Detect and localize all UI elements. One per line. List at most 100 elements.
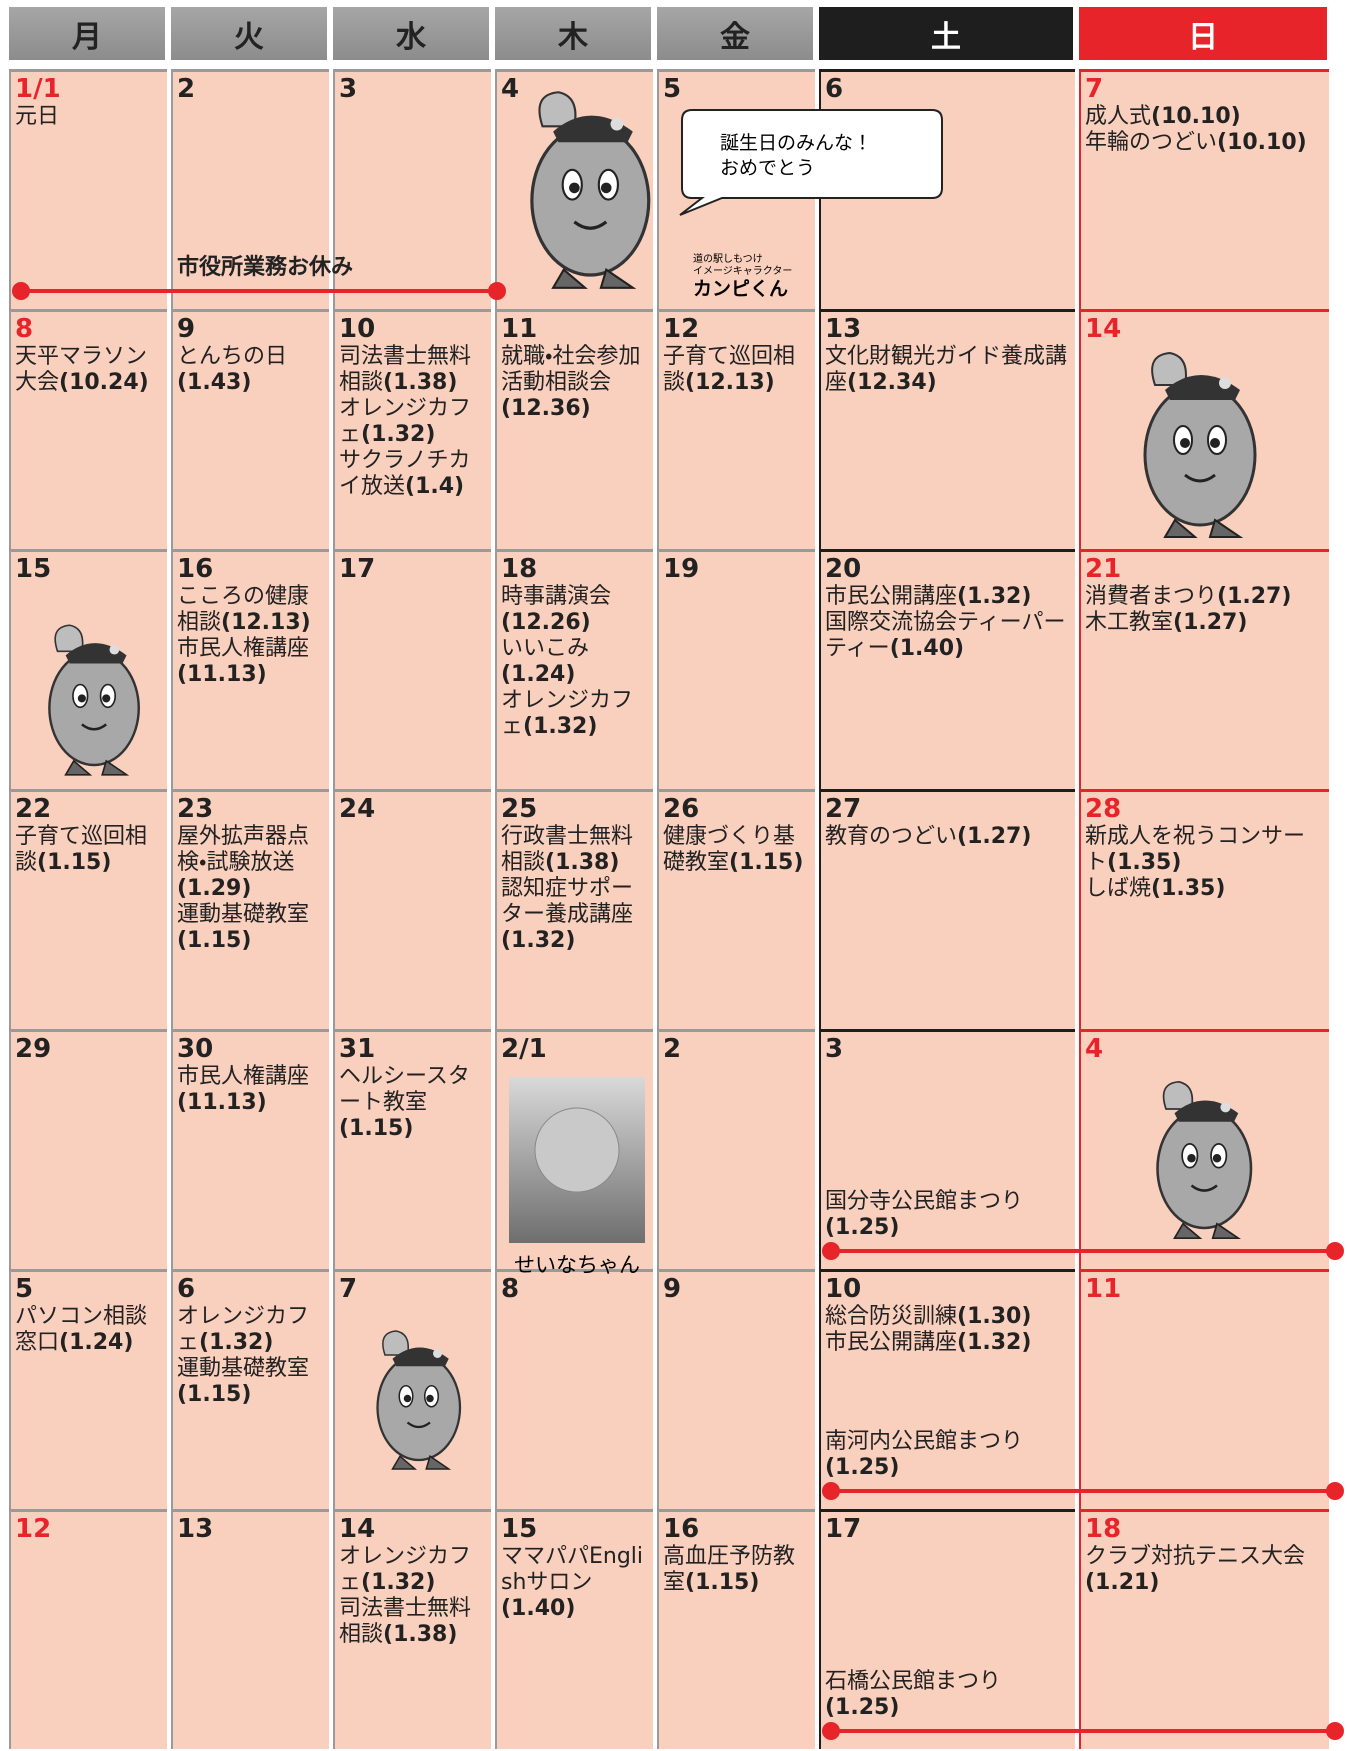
date: 15 (15, 554, 52, 584)
date: 13 (825, 314, 862, 344)
date: 21 (1085, 554, 1122, 584)
event: ママパパEnglishサロン(1.40) (501, 1544, 649, 1622)
event-name: 子育て巡回相談 (15, 824, 148, 875)
weekday-header: 火 (171, 7, 327, 60)
event-code: (1.43) (177, 370, 252, 395)
event-name: 高血圧予防教室 (663, 1544, 796, 1595)
event-code: (1.15) (37, 850, 112, 875)
event-code: (12.34) (847, 370, 937, 395)
event-name: 屋外拡声器点検・試験放送 (177, 824, 310, 875)
event-code: (11.13) (177, 662, 267, 687)
event-name: 市民公開講座 (825, 584, 958, 609)
day-cell: 16 こころの健康相談(12.13) 市民人権講座(11.13) (171, 549, 329, 789)
day-cell: 12 子育て巡回相談(12.13) (657, 309, 815, 549)
day-cell: 5 パソコン相談窓口(1.24) (9, 1269, 167, 1509)
day-cell: 6 オレンジカフェ(1.32) 運動基礎教室(1.15) (171, 1269, 329, 1509)
event-code: (1.32) (523, 714, 598, 739)
date: 12 (663, 314, 700, 344)
date: 11 (501, 314, 538, 344)
event-code: (1.38) (383, 370, 458, 395)
event-name: パソコン相談窓口 (15, 1304, 148, 1355)
date: 15 (501, 1514, 538, 1544)
event-name: ママパパEnglishサロン (501, 1544, 644, 1595)
event-name: 文化財観光ガイド養成講座 (825, 344, 1068, 395)
day-cell: 20 市民公開講座(1.32) 国際交流協会ティーパーティー(1.40) (819, 549, 1075, 789)
event: 司法書士無料相談(1.38) (339, 1596, 487, 1648)
event: 年輪のつどい(10.10) (1085, 130, 1325, 156)
day-cell: 2 (657, 1029, 815, 1269)
date: 31 (339, 1034, 376, 1064)
day-cell: 15 ママパパEnglishサロン(1.40) (495, 1509, 653, 1749)
event-code: (1.32) (361, 1570, 436, 1595)
event: 高血圧予防教室(1.15) (663, 1544, 811, 1596)
event-name: オレンジカフェ (339, 1544, 472, 1595)
day-cell: 14 オレンジカフェ(1.32) 司法書士無料相談(1.38) (333, 1509, 491, 1749)
event: 消費者まつり(1.27) (1085, 584, 1325, 610)
event-name: 司法書士無料相談 (339, 344, 472, 395)
day-cell: 22 子育て巡回相談(1.15) (9, 789, 167, 1029)
event-code: (10.10) (1217, 130, 1307, 155)
event-code: (1.15) (729, 850, 804, 875)
event: 認知症サポーター養成講座(1.32) (501, 876, 649, 954)
event-code: (1.21) (1085, 1570, 1160, 1595)
event-code: (12.13) (685, 370, 775, 395)
day-cell: 23 屋外拡声器点検・試験放送(1.29) 運動基礎教室(1.15) (171, 789, 329, 1029)
event-code: (1.27) (957, 824, 1032, 849)
event: 国際交流協会ティーパーティー(1.40) (825, 610, 1071, 662)
period-code: (1.25) (825, 1455, 900, 1480)
day-cell: 26 健康づくり基礎教室(1.15) (657, 789, 815, 1029)
date: 18 (501, 554, 538, 584)
day-cell: 29 (9, 1029, 167, 1269)
event: 屋外拡声器点検・試験放送(1.29) (177, 824, 325, 902)
date: 27 (825, 794, 862, 824)
event: 時事講演会(12.26) (501, 584, 649, 636)
period-name: 石橋公民館まつり (825, 1669, 1002, 1694)
event-code: (1.15) (177, 1382, 252, 1407)
event: とんちの日(1.43) (177, 344, 325, 396)
event-name: 木工教室 (1085, 610, 1174, 635)
event: 成人式(10.10) (1085, 104, 1325, 130)
day-cell: 30 市民人権講座(11.13) (171, 1029, 329, 1269)
event: 運動基礎教室(1.15) (177, 1356, 325, 1408)
event: パソコン相談窓口(1.24) (15, 1304, 163, 1356)
day-cell: 9 とんちの日(1.43) (171, 309, 329, 549)
date: 24 (339, 794, 376, 824)
event-code: (1.24) (501, 662, 576, 687)
date: 18 (1085, 1514, 1122, 1544)
event-code: (1.40) (501, 1596, 576, 1621)
event: サクラノチカイ放送(1.4) (339, 448, 487, 500)
event-code: (1.38) (545, 850, 620, 875)
date: 2 (177, 74, 196, 104)
date: 16 (177, 554, 214, 584)
day-cell: 3 (819, 1029, 1075, 1269)
date: 2 (663, 1034, 682, 1064)
event-name: 天平マラソン大会 (15, 344, 148, 395)
event: いいこみ(1.24) (501, 636, 649, 688)
event-code: (1.32) (957, 1330, 1032, 1355)
event: ヘルシースタート教室(1.15) (339, 1064, 487, 1142)
event-name: オレンジカフェ (339, 396, 472, 447)
event: 運動基礎教室(1.15) (177, 902, 325, 954)
event: 教育のつどい(1.27) (825, 824, 1071, 850)
day-cell: 27 教育のつどい(1.27) (819, 789, 1075, 1029)
event: 子育て巡回相談(1.15) (15, 824, 163, 876)
event-code: (1.15) (177, 928, 252, 953)
date: 10 (339, 314, 376, 344)
event-name: 成人式 (1085, 104, 1152, 129)
event: オレンジカフェ(1.32) (177, 1304, 325, 1356)
event-code: (1.35) (1151, 876, 1226, 901)
date: 22 (15, 794, 52, 824)
date: 30 (177, 1034, 214, 1064)
event: オレンジカフェ(1.32) (339, 396, 487, 448)
day-cell: 25 行政書士無料相談(1.38) 認知症サポーター養成講座(1.32) (495, 789, 653, 1029)
day-cell: 11 就職・社会参加活動相談会(12.36) (495, 309, 653, 549)
event: こころの健康相談(12.13) (177, 584, 325, 636)
day-cell: 2/1 (495, 1029, 653, 1269)
event: 木工教室(1.27) (1085, 610, 1325, 636)
event-name: ヘルシースタート教室 (339, 1064, 470, 1115)
event-name: 消費者まつり (1085, 584, 1218, 609)
event-name: オレンジカフェ (177, 1304, 310, 1355)
date: 10 (825, 1274, 862, 1304)
event-code: (1.40) (889, 636, 965, 661)
event-name: 市民人権講座 (177, 636, 310, 661)
